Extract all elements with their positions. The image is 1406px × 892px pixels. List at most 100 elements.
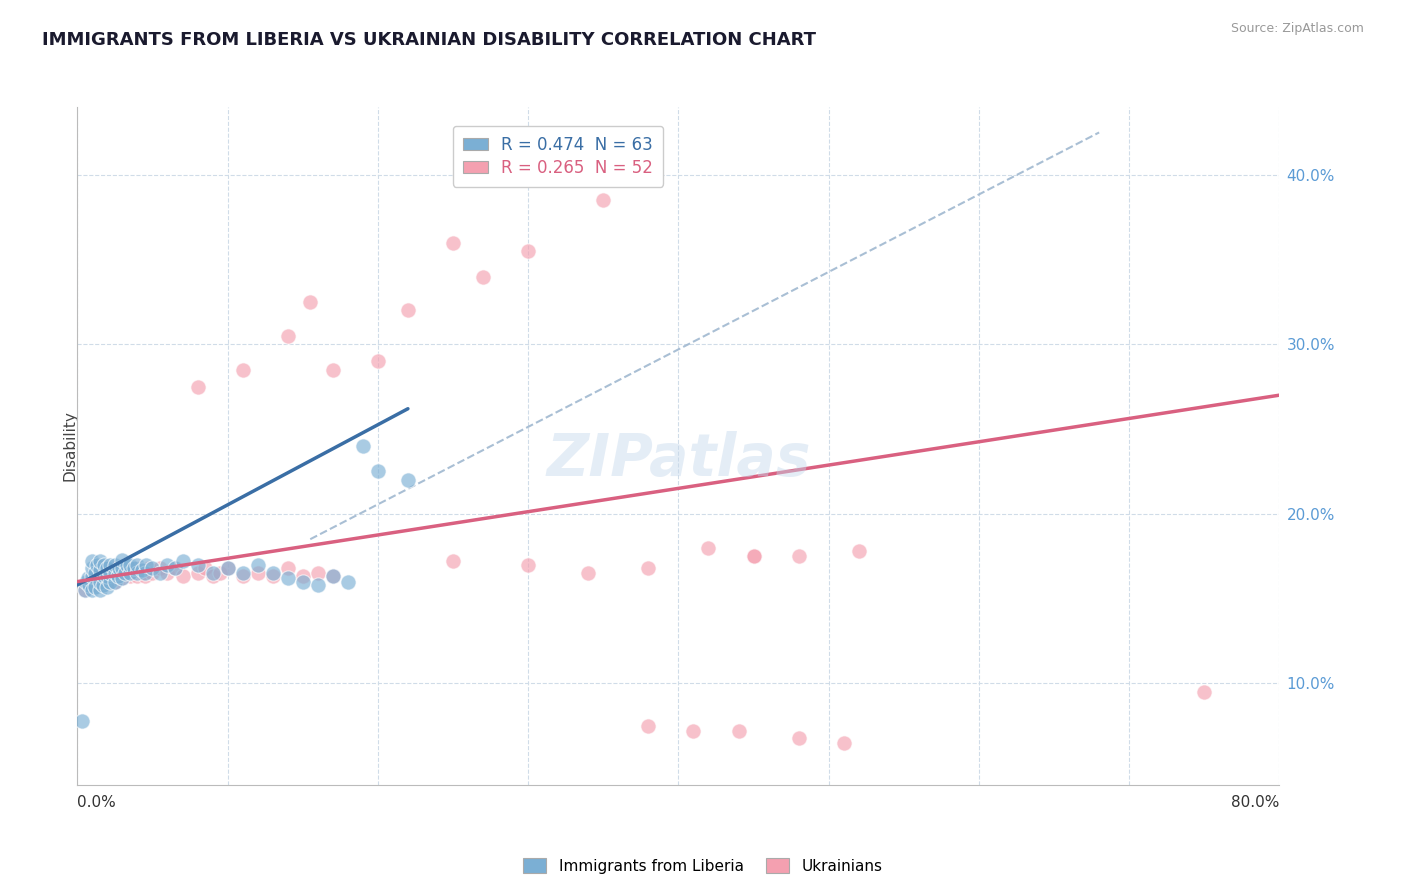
Point [127,569,149,583]
Point [201,566,224,580]
Point [217,561,239,575]
Point [127,558,149,572]
Point [134,566,156,580]
Point [187,379,209,393]
Point [172,569,194,583]
Point [111,571,134,585]
Point [787,549,810,564]
Point [517,244,540,259]
Text: Source: ZipAtlas.com: Source: ZipAtlas.com [1230,22,1364,36]
Point [742,549,765,564]
Point [163,561,186,575]
Point [96,580,118,594]
Point [96,561,118,575]
Point [111,561,134,575]
Point [149,561,172,575]
Point [100,569,122,583]
Point [115,558,138,572]
Point [127,566,149,580]
Point [262,569,284,583]
Point [100,574,122,589]
Point [291,574,314,589]
Point [108,561,131,575]
Point [576,566,599,580]
Point [832,735,855,749]
Point [682,723,704,738]
Point [156,558,179,572]
Point [91,578,114,592]
Point [201,569,224,583]
Point [73,583,96,598]
Point [111,561,134,575]
Point [104,574,127,589]
Point [441,235,464,250]
Point [172,554,194,568]
Point [93,569,115,583]
Point [104,558,127,572]
Point [637,561,659,575]
Point [100,566,122,580]
Point [115,566,138,580]
Point [138,561,160,575]
Point [262,566,284,580]
Point [89,574,111,589]
Point [75,574,97,589]
Text: ZIPatlas: ZIPatlas [546,431,811,488]
Point [396,303,419,318]
Point [246,558,269,572]
Legend: Immigrants from Liberia, Ukrainians: Immigrants from Liberia, Ukrainians [517,852,889,880]
Text: 0.0%: 0.0% [77,796,117,810]
Text: 80.0%: 80.0% [1232,796,1279,810]
Point [118,558,141,572]
Point [517,558,540,572]
Legend: R = 0.474  N = 63, R = 0.265  N = 52: R = 0.474 N = 63, R = 0.265 N = 52 [453,126,664,186]
Point [277,561,299,575]
Point [82,561,104,575]
Point [299,294,322,309]
Point [93,558,115,572]
Point [307,566,329,580]
Point [104,561,127,575]
Point [89,574,111,589]
Point [82,578,104,592]
Point [209,566,232,580]
Point [89,554,111,568]
Point [322,569,344,583]
Point [246,566,269,580]
Point [1194,685,1216,699]
Point [127,561,149,575]
Point [118,569,141,583]
Point [89,561,111,575]
Point [96,569,118,583]
Text: IMMIGRANTS FROM LIBERIA VS UKRAINIAN DISABILITY CORRELATION CHART: IMMIGRANTS FROM LIBERIA VS UKRAINIAN DIS… [42,31,815,49]
Point [697,541,720,555]
Point [592,193,614,207]
Point [118,566,141,580]
Point [131,563,153,577]
Point [367,354,389,368]
Point [82,554,104,568]
Point [111,552,134,566]
Point [156,566,179,580]
Point [396,473,419,487]
Point [96,574,118,589]
Point [141,561,163,575]
Point [336,574,359,589]
Point [352,439,374,453]
Point [86,558,108,572]
Point [118,561,141,575]
Point [637,719,659,733]
Point [322,569,344,583]
Point [84,580,107,594]
Point [472,269,495,284]
Point [73,583,96,598]
Point [163,561,186,575]
Point [107,569,129,583]
Point [742,549,765,564]
Point [131,566,153,580]
Point [232,362,254,376]
Point [441,554,464,568]
Point [124,566,146,580]
Point [89,583,111,598]
Point [322,362,344,376]
